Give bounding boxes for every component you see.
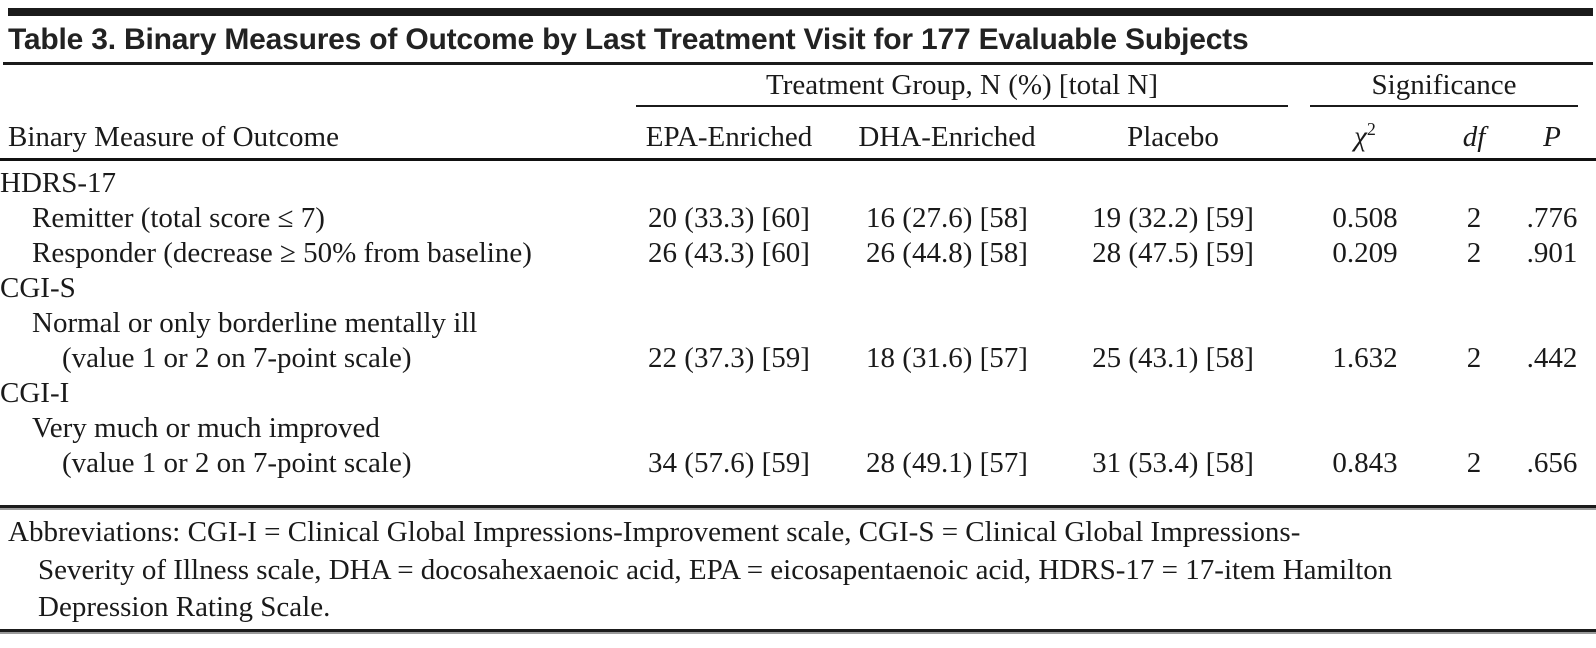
- abbreviations-footnote: Abbreviations: CGI-I = Clinical Global I…: [8, 514, 1590, 627]
- cell-epa: 26 (43.3) [60]: [648, 236, 810, 269]
- cell-epa: 20 (33.3) [60]: [648, 201, 810, 234]
- table-row-much-improved: Very much or much improved (value 1 or 2…: [0, 411, 1596, 481]
- section-label: CGI-S: [0, 271, 76, 304]
- chi-symbol: χ: [1354, 120, 1367, 153]
- cell-dha: 18 (31.6) [57]: [866, 341, 1028, 374]
- cell-p: .656: [1526, 446, 1578, 479]
- cell-epa: 34 (57.6) [59]: [648, 446, 810, 479]
- significance-spanner: Significance: [1310, 68, 1579, 107]
- cell-placebo: 28 (47.5) [59]: [1092, 236, 1254, 269]
- section-label: CGI-I: [0, 376, 70, 409]
- spanner-row: Treatment Group, N (%) [total N] Signifi…: [0, 68, 1596, 107]
- column-header-chi-square: χ2: [1290, 107, 1441, 161]
- column-header-p: P: [1508, 107, 1596, 161]
- section-label: HDRS-17: [0, 166, 117, 199]
- cell-dha: 26 (44.8) [58]: [866, 236, 1028, 269]
- title-underline-rule: [3, 62, 1593, 65]
- outcome-table: Treatment Group, N (%) [total N] Signifi…: [0, 68, 1596, 481]
- cell-chi-square: 1.632: [1332, 341, 1398, 374]
- table-title: Table 3. Binary Measures of Outcome by L…: [8, 23, 1249, 56]
- footnote-line: Depression Rating Scale.: [38, 591, 331, 623]
- stub-column-header: Binary Measure of Outcome: [0, 107, 620, 161]
- top-rule-bar: [8, 8, 1593, 16]
- footnote-line: Abbreviations: CGI-I = Clinical Global I…: [8, 516, 1301, 548]
- cell-p: .442: [1526, 341, 1578, 374]
- row-label: Very much or much improved (value 1 or 2…: [32, 411, 412, 479]
- cell-df: 2: [1466, 236, 1482, 269]
- cell-placebo: 19 (32.2) [59]: [1092, 201, 1254, 234]
- cell-df: 2: [1466, 446, 1482, 479]
- footnote-line: Severity of Illness scale, DHA = docosah…: [38, 553, 1393, 586]
- cell-dha: 16 (27.6) [58]: [866, 201, 1028, 234]
- cell-df: 2: [1466, 201, 1482, 234]
- chi-exponent: 2: [1366, 119, 1376, 139]
- spanner-empty-cell: [0, 68, 620, 107]
- section-row-cgis: CGI-S: [0, 271, 1596, 306]
- row-label: Normal or only borderline mentally ill (…: [32, 306, 478, 374]
- cell-p: .901: [1526, 236, 1578, 269]
- significance-spanner-cell: Significance: [1290, 68, 1596, 107]
- cell-epa: 22 (37.3) [59]: [648, 341, 810, 374]
- table-row-normal-borderline: Normal or only borderline mentally ill (…: [0, 306, 1596, 376]
- column-header-epa: EPA-Enriched: [620, 107, 838, 161]
- cell-placebo: 25 (43.1) [58]: [1092, 341, 1254, 374]
- treatment-group-spanner: Treatment Group, N (%) [total N]: [636, 68, 1289, 107]
- section-row-cgii: CGI-I: [0, 376, 1596, 411]
- cell-chi-square: 0.843: [1332, 446, 1398, 479]
- cell-chi-square: 0.209: [1332, 236, 1398, 269]
- table-row-responder: Responder (decrease ≥ 50% from baseline)…: [0, 236, 1596, 271]
- row-label: Remitter (total score ≤ 7): [32, 201, 325, 234]
- bottom-rule: [0, 629, 1596, 632]
- cell-dha: 28 (49.1) [57]: [866, 446, 1028, 479]
- cell-chi-square: 0.508: [1332, 201, 1398, 234]
- row-label: Responder (decrease ≥ 50% from baseline): [32, 236, 532, 269]
- section-row-hdrs17: HDRS-17: [0, 159, 1596, 201]
- column-header-dha: DHA-Enriched: [838, 107, 1056, 161]
- column-header-df: df: [1440, 107, 1509, 161]
- cell-p: .776: [1526, 201, 1578, 234]
- table-row-remitter: Remitter (total score ≤ 7) 20 (33.3) [60…: [0, 201, 1596, 236]
- treatment-group-spanner-cell: Treatment Group, N (%) [total N]: [620, 68, 1290, 107]
- footnote-top-rule: [0, 505, 1596, 508]
- cell-placebo: 31 (53.4) [58]: [1092, 446, 1254, 479]
- column-header-placebo: Placebo: [1056, 107, 1291, 161]
- cell-df: 2: [1466, 341, 1482, 374]
- column-header-row: Binary Measure of Outcome EPA-Enriched D…: [0, 107, 1596, 161]
